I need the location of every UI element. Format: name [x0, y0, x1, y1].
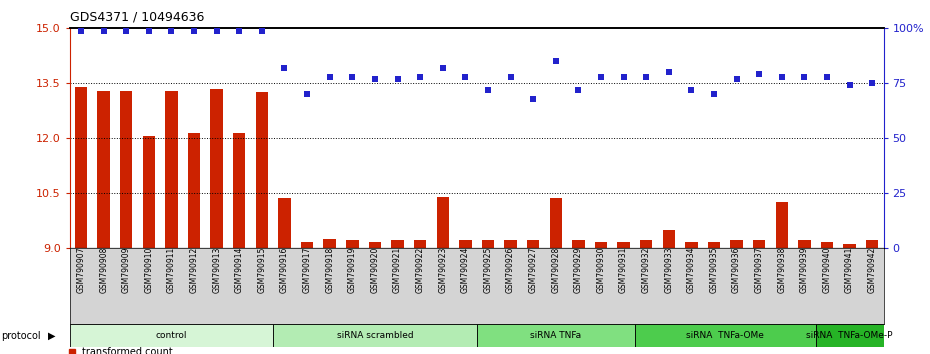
Text: ▶: ▶ — [48, 331, 56, 341]
Point — [232, 28, 246, 33]
Bar — [120, 91, 132, 248]
Text: siRNA  TNFa-OMe: siRNA TNFa-OMe — [686, 331, 764, 340]
Point — [819, 74, 834, 79]
Point — [525, 96, 540, 101]
Text: transformed count: transformed count — [82, 347, 173, 354]
Point — [865, 80, 880, 86]
Point — [255, 28, 270, 33]
FancyBboxPatch shape — [70, 324, 273, 347]
Point — [458, 74, 472, 79]
Point — [187, 28, 202, 33]
Bar — [640, 240, 652, 248]
Bar — [572, 240, 585, 248]
Bar — [98, 91, 110, 248]
Point — [390, 76, 405, 82]
Point — [345, 74, 360, 79]
Point — [164, 28, 179, 33]
Point — [209, 28, 224, 33]
Bar — [753, 240, 765, 248]
Bar — [166, 91, 178, 248]
FancyBboxPatch shape — [816, 324, 884, 347]
Point — [843, 82, 857, 88]
FancyBboxPatch shape — [635, 324, 816, 347]
Point — [96, 28, 111, 33]
Point — [503, 74, 518, 79]
Point — [435, 65, 450, 71]
Point — [481, 87, 496, 93]
Bar — [550, 199, 562, 248]
Point — [775, 74, 790, 79]
Point — [277, 65, 292, 71]
Bar — [482, 240, 494, 248]
Point — [616, 74, 631, 79]
Point — [797, 74, 812, 79]
Point — [73, 28, 88, 33]
Bar — [392, 240, 404, 248]
Bar — [685, 242, 698, 248]
Bar — [414, 240, 426, 248]
Bar — [527, 240, 539, 248]
Text: siRNA scrambled: siRNA scrambled — [337, 331, 413, 340]
Point — [593, 74, 608, 79]
Bar — [210, 89, 223, 248]
Bar — [256, 92, 268, 248]
Bar — [844, 244, 856, 248]
Bar — [188, 133, 200, 248]
Bar — [866, 240, 879, 248]
Text: GDS4371 / 10494636: GDS4371 / 10494636 — [70, 11, 204, 24]
Bar — [662, 229, 675, 248]
Bar — [459, 240, 472, 248]
Text: control: control — [155, 331, 187, 340]
Bar — [821, 242, 833, 248]
Point — [413, 74, 428, 79]
Bar — [142, 136, 155, 248]
Point — [707, 91, 722, 97]
Bar — [798, 240, 811, 248]
Point — [549, 58, 564, 64]
Point — [141, 28, 156, 33]
Text: protocol: protocol — [1, 331, 41, 341]
Bar — [346, 240, 359, 248]
FancyBboxPatch shape — [273, 324, 476, 347]
Point — [729, 76, 744, 82]
Bar — [776, 202, 788, 248]
Point — [684, 87, 698, 93]
Bar — [708, 242, 720, 248]
Bar — [233, 133, 246, 248]
Bar — [368, 242, 381, 248]
Bar — [324, 239, 336, 248]
Point — [571, 87, 586, 93]
Bar — [730, 240, 743, 248]
Bar — [436, 196, 449, 248]
Point — [323, 74, 338, 79]
FancyBboxPatch shape — [476, 324, 635, 347]
Bar — [594, 242, 607, 248]
Point — [661, 69, 676, 75]
Point — [751, 72, 766, 77]
Point — [299, 91, 314, 97]
Point — [367, 76, 382, 82]
Bar — [278, 199, 291, 248]
Text: siRNA  TNFa-OMe-P: siRNA TNFa-OMe-P — [806, 331, 893, 340]
Text: siRNA TNFa: siRNA TNFa — [530, 331, 581, 340]
Bar — [618, 242, 630, 248]
Bar — [74, 87, 87, 248]
Point — [119, 28, 134, 33]
Bar — [301, 242, 313, 248]
Bar — [504, 240, 517, 248]
Point — [639, 74, 654, 79]
